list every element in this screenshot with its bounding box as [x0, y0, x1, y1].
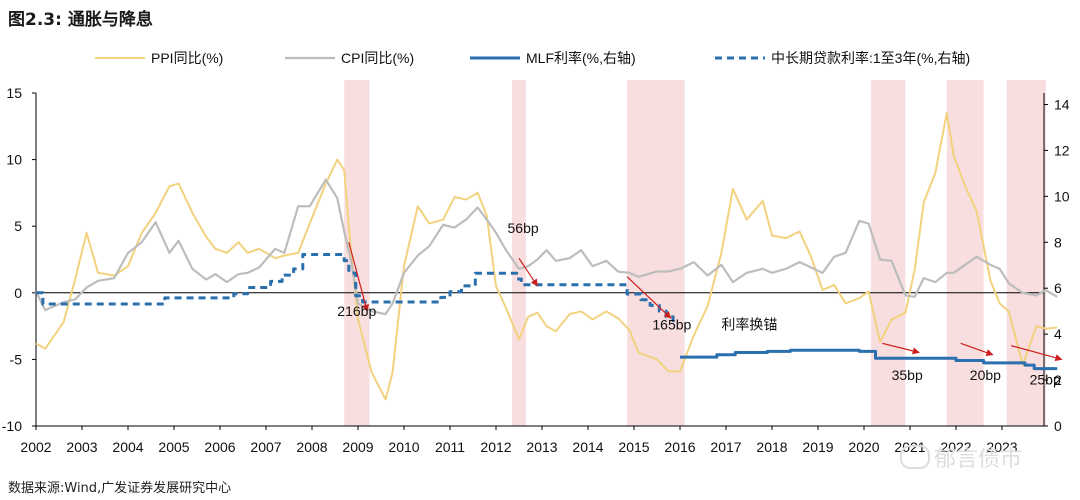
watermark: 郁言债市 — [900, 441, 1022, 473]
series-lines — [35, 111, 1058, 401]
x-tick-label: 2022 — [940, 439, 971, 455]
y-left-tick-label: 5 — [14, 218, 22, 234]
shade-period-2 — [627, 80, 685, 426]
annotation-arrow-4 — [960, 342, 994, 357]
x-tick-label: 2015 — [618, 439, 649, 455]
x-tick-label: 2014 — [572, 439, 603, 455]
annotation-label-5: 20bp — [970, 367, 1001, 383]
x-tick-label: 2016 — [664, 439, 695, 455]
x-tick-label: 2023 — [986, 439, 1017, 455]
figure-title: 图2.3: 通胀与降息 — [8, 10, 153, 30]
x-tick-label: 2005 — [158, 439, 189, 455]
annotation-arrow-2 — [626, 276, 672, 319]
annotation-arrows — [348, 242, 1063, 362]
shade-period-1 — [512, 80, 526, 426]
source-note: 数据来源:Wind,广发证券发展研究中心 — [8, 481, 232, 496]
series-line-1 — [35, 178, 1058, 316]
x-tick-label: 2004 — [112, 439, 143, 455]
x-tick-label: 2007 — [250, 439, 281, 455]
wechat-icon — [900, 445, 930, 469]
annotations: 216bp 56bp 165bp 利率换锚 35bp 20bp 25bp — [337, 220, 1061, 388]
y-left-tick-label: -5 — [10, 351, 23, 367]
legend-label-2: MLF利率(%,右轴) — [526, 50, 636, 66]
x-tick-label: 2008 — [296, 439, 327, 455]
y-right-tick-label: 10 — [1054, 188, 1070, 204]
y-right-tick-label: 8 — [1054, 234, 1062, 250]
y-left-tick-label: -10 — [2, 418, 22, 434]
y-left-tick-label: 15 — [6, 85, 22, 101]
y-left-tick-label: 10 — [6, 152, 22, 168]
x-tick-label: 2017 — [710, 439, 741, 455]
y-right-tick-label: 2 — [1054, 372, 1062, 388]
axes: -10 -5 0 5 10 15 0 2 4 6 8 10 12 14 2002 2003 2004 2005 20… — [2, 85, 1070, 455]
annotation-arrow-1 — [518, 258, 538, 287]
series-line-0 — [35, 111, 1058, 401]
annotation-label-3: 利率换锚 — [721, 317, 777, 333]
series-line-2 — [680, 348, 1058, 371]
x-tick-label: 2003 — [66, 439, 97, 455]
y-left-tick-label: 0 — [14, 285, 22, 301]
x-tick-label: 2011 — [435, 439, 465, 455]
legend-label-1: CPI同比(%) — [341, 50, 414, 66]
watermark-text: 郁言债市 — [934, 447, 1023, 472]
shade-period-0 — [344, 80, 370, 426]
series-line-3 — [36, 252, 675, 325]
chart-svg: -10 -5 0 5 10 15 0 2 4 6 8 10 12 14 2002 2003 2004 2005 20… — [2, 50, 1070, 455]
annotation-label-0: 216bp — [337, 303, 376, 319]
x-tick-label: 2006 — [204, 439, 235, 455]
annotation-label-6: 25bp — [1030, 372, 1061, 388]
x-tick-label: 2020 — [848, 439, 879, 455]
x-tick-label: 2009 — [342, 439, 373, 455]
annotation-label-1: 56bp — [508, 220, 539, 236]
annotation-arrow-5 — [1011, 345, 1063, 362]
y-right-tick-label: 12 — [1054, 142, 1070, 158]
shade-period-4 — [946, 80, 984, 426]
y-right-tick-label: 0 — [1054, 418, 1062, 434]
shade-period-3 — [870, 80, 906, 426]
x-tick-label: 2013 — [526, 439, 557, 455]
x-tick-label: 2002 — [20, 439, 51, 455]
annotation-arrow-3 — [882, 342, 920, 355]
x-tick-label: 2018 — [756, 439, 787, 455]
y-right-tick-label: 14 — [1054, 96, 1070, 112]
x-tick-label: 2010 — [388, 439, 419, 455]
annotation-label-4: 35bp — [892, 367, 923, 383]
annotation-label-2: 165bp — [652, 317, 691, 333]
y-right-tick-label: 6 — [1054, 280, 1062, 296]
x-tick-label: 2019 — [802, 439, 833, 455]
annotation-arrow-0 — [348, 242, 370, 312]
legend-label-0: PPI同比(%) — [151, 50, 223, 66]
legend: PPI同比(%) CPI同比(%) MLF利率(%,右轴) 中长期贷款利率:1至3年(… — [95, 50, 970, 66]
legend-label-3: 中长期贷款利率:1至3年(%,右轴) — [771, 50, 970, 66]
x-tick-label: 2012 — [480, 439, 511, 455]
recession-shading — [344, 80, 1046, 426]
y-right-tick-label: 4 — [1054, 326, 1062, 342]
